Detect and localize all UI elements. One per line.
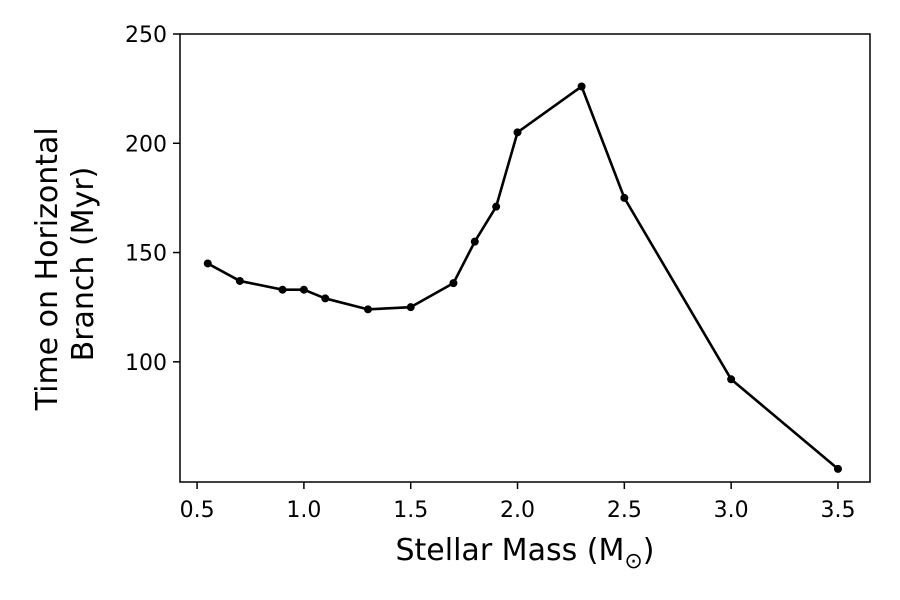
x-tick-label: 2.5 bbox=[607, 498, 642, 523]
y-axis-title: Time on Horizontal Branch (Myr) bbox=[30, 118, 101, 412]
x-axis-title: Stellar Mass (M⊙) bbox=[396, 533, 655, 574]
y-axis-title-line-2: Branch (Myr) bbox=[66, 167, 101, 362]
plot-content bbox=[203, 82, 842, 473]
data-point bbox=[449, 279, 458, 288]
y-axis-ticks: 100 150 200 250 bbox=[125, 23, 180, 376]
data-point bbox=[321, 294, 330, 303]
y-axis-title-line-1: Time on Horizontal bbox=[30, 127, 65, 411]
plot-frame bbox=[179, 33, 871, 483]
x-axis-title-close: ) bbox=[643, 533, 655, 568]
data-point bbox=[406, 303, 415, 312]
y-tick-label: 150 bbox=[125, 242, 167, 267]
x-tick-label: 3.0 bbox=[714, 498, 749, 523]
x-tick-label: 1.5 bbox=[393, 498, 428, 523]
x-tick-label: 2.0 bbox=[500, 498, 535, 523]
x-tick-label: 3.5 bbox=[820, 498, 855, 523]
data-point bbox=[470, 237, 479, 246]
data-point bbox=[203, 259, 212, 268]
x-tick-label: 1.0 bbox=[286, 498, 321, 523]
data-point bbox=[278, 285, 287, 294]
y-tick-label: 200 bbox=[125, 132, 167, 157]
x-axis-title-subscript: ⊙ bbox=[624, 549, 642, 574]
x-axis-ticks: 0.5 1.0 1.5 2.0 2.5 3.0 3.5 bbox=[180, 482, 855, 523]
data-point bbox=[299, 285, 308, 294]
x-axis-title-main: Stellar Mass (M bbox=[396, 533, 625, 568]
data-point bbox=[620, 193, 629, 202]
data-point bbox=[577, 82, 586, 91]
data-point bbox=[513, 128, 522, 137]
data-point bbox=[833, 464, 842, 473]
data-point bbox=[235, 276, 244, 285]
data-point bbox=[727, 375, 736, 384]
data-point bbox=[492, 202, 501, 211]
data-point bbox=[363, 305, 372, 314]
series-line bbox=[207, 85, 839, 470]
x-tick-label: 0.5 bbox=[180, 498, 215, 523]
y-tick-label: 100 bbox=[125, 351, 167, 376]
y-tick-label: 250 bbox=[125, 23, 167, 48]
